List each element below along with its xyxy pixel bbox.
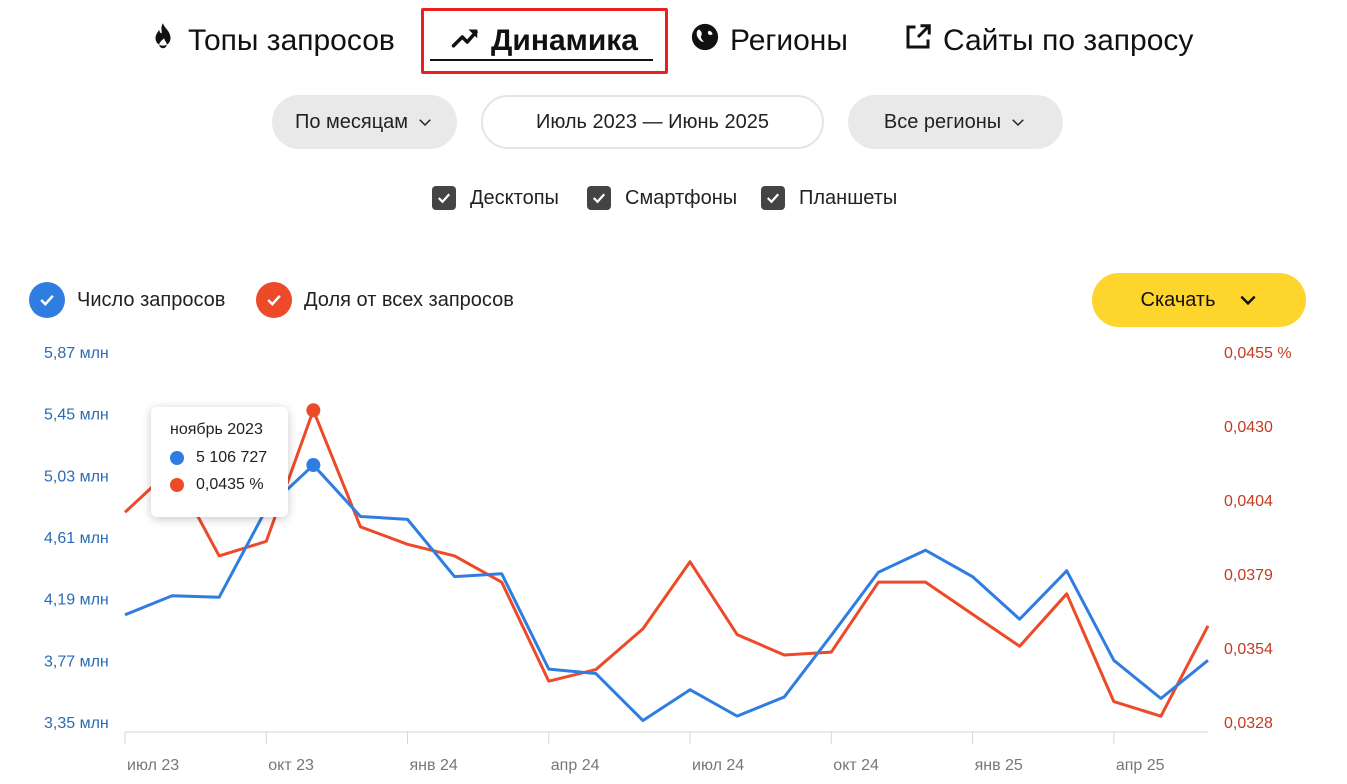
share-dot-icon (170, 478, 184, 492)
tab-label: Динамика (491, 24, 638, 57)
checkbox-checked-icon (761, 186, 785, 210)
y-right-tick-label: 0,0354 (1224, 641, 1273, 658)
x-tick-label: окт 23 (268, 757, 314, 774)
y-left-tick-label: 5,45 млн (44, 407, 109, 424)
device-checkbox-desktop[interactable]: Десктопы (432, 186, 559, 210)
external-link-icon (903, 22, 933, 60)
tab-bar: Топы запросов Динамика Регионы Сайты по … (0, 0, 1347, 84)
fire-icon (148, 22, 178, 60)
y-left-tick-label: 3,35 млн (44, 715, 109, 732)
date-range-picker[interactable]: Июль 2023 — Июнь 2025 (481, 95, 824, 149)
trend-up-icon (451, 22, 481, 60)
y-right-tick-label: 0,0328 (1224, 715, 1273, 732)
tab-dynamics[interactable]: Динамика (421, 8, 668, 74)
device-checkbox-smartphone[interactable]: Смартфоны (587, 186, 737, 210)
filter-bar: По месяцам Июль 2023 — Июнь 2025 Все рег… (0, 95, 1347, 151)
highlight-point-share (306, 403, 321, 418)
region-label: Все регионы (883, 110, 1002, 133)
series-line-count (124, 463, 1209, 723)
legend-toggle-count[interactable]: Число запросов (29, 282, 225, 318)
checkbox-checked-icon (587, 186, 611, 210)
tab-sites[interactable]: Сайты по запросу (903, 18, 1193, 64)
y-left-tick-label: 3,77 млн (44, 653, 109, 670)
device-label: Десктопы (470, 186, 559, 209)
date-range-label: Июль 2023 — Июнь 2025 (535, 110, 770, 133)
tab-label: Топы запросов (188, 24, 395, 57)
chart-tooltip: ноябрь 2023 5 106 727 0,0435 % (151, 407, 288, 517)
highlight-point-count (306, 458, 321, 473)
tooltip-count-value: 5 106 727 (196, 449, 268, 466)
series-line-share (123, 408, 1210, 718)
tooltip-share-value: 0,0435 % (196, 476, 264, 493)
x-tick-label: июл 23 (127, 757, 179, 774)
y-right-tick-label: 0,0404 (1224, 493, 1273, 510)
chevron-down-icon (1012, 119, 1024, 127)
device-checkbox-tablet[interactable]: Планшеты (761, 186, 897, 210)
download-button[interactable]: Скачать (1092, 273, 1306, 327)
y-left-tick-label: 4,61 млн (44, 530, 109, 547)
x-tick-label: июл 24 (692, 757, 744, 774)
device-label: Смартфоны (625, 186, 738, 209)
y-left-tick-label: 5,87 млн (44, 345, 109, 362)
period-dropdown[interactable]: По месяцам (272, 95, 457, 149)
tab-label: Регионы (730, 24, 848, 57)
legend-label: Число запросов (77, 288, 226, 311)
x-tick-label: апр 25 (1116, 757, 1165, 774)
region-dropdown[interactable]: Все регионы (848, 95, 1063, 149)
y-right-tick-label: 0,0455 % (1224, 345, 1292, 362)
x-tick-label: янв 24 (410, 757, 458, 774)
legend-toggle-share[interactable]: Доля от всех запросов (256, 282, 514, 318)
device-label: Планшеты (799, 186, 898, 209)
count-dot-icon (170, 451, 184, 465)
x-tick-label: апр 24 (551, 757, 600, 774)
chevron-down-icon (1239, 295, 1256, 306)
tab-label: Сайты по запросу (943, 24, 1194, 57)
legend-label: Доля от всех запросов (304, 288, 514, 311)
tab-top-queries[interactable]: Топы запросов (148, 18, 395, 64)
y-right-tick-label: 0,0379 (1224, 567, 1273, 584)
globe-icon (690, 22, 720, 60)
check-icon (256, 282, 292, 318)
device-filters: Десктопы Смартфоны Планшеты (0, 186, 1347, 216)
tab-regions[interactable]: Регионы (690, 18, 848, 64)
x-tick-label: янв 25 (975, 757, 1023, 774)
x-tick-label: окт 24 (833, 757, 879, 774)
checkbox-checked-icon (432, 186, 456, 210)
y-right-tick-label: 0,0430 (1224, 419, 1273, 436)
tooltip-row-count: 5 106 727 (170, 449, 288, 467)
tooltip-title: ноябрь 2023 (170, 421, 263, 438)
active-tab-underline (430, 59, 653, 61)
chart-legend: Число запросов Доля от всех запросов Ска… (0, 273, 1347, 327)
period-label: По месяцам (294, 110, 409, 133)
y-left-tick-label: 5,03 млн (44, 468, 109, 485)
download-label: Скачать (1140, 288, 1216, 311)
chevron-down-icon (419, 119, 431, 127)
dynamics-chart: июл 23 окт 23 янв 24 апр 24 июл 24 окт 24 янв … (44, 345, 1292, 774)
y-left-tick-label: 4,19 млн (44, 592, 109, 609)
tooltip-row-share: 0,0435 % (170, 476, 288, 494)
check-icon (29, 282, 65, 318)
